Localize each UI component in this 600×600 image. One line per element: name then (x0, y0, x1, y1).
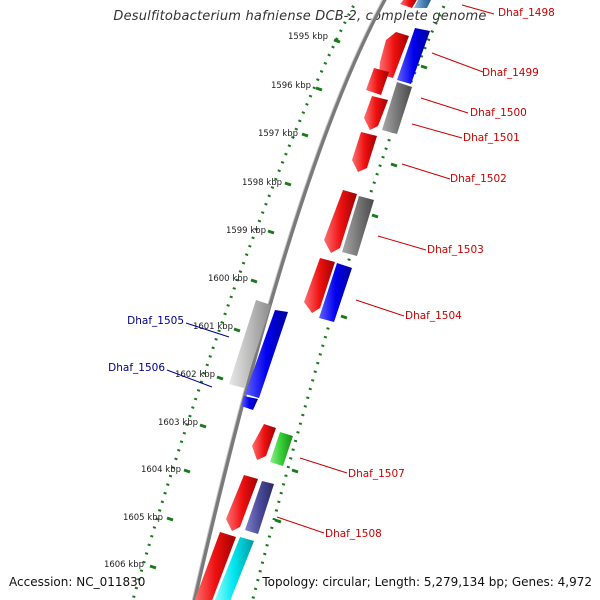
tick-label: 1599 kbp (226, 226, 266, 236)
gene-bottom-red-feature[interactable] (194, 532, 236, 600)
tick-label: 1604 kbp (141, 465, 181, 475)
gene-dhaf-1505-feature[interactable] (229, 300, 271, 388)
gene-dhaf-1500-feature[interactable] (382, 82, 412, 134)
gene-dhaf-1501-feature[interactable] (364, 96, 388, 130)
tick-label: 1605 kbp (123, 513, 163, 523)
gene-label-dhaf-1506[interactable]: Dhaf_1506 (108, 362, 165, 374)
tick-label: 1597 kbp (258, 129, 298, 139)
gene-dhaf-1507-feature[interactable] (270, 432, 293, 466)
gene-label-dhaf-1507[interactable]: Dhaf_1507 (348, 468, 405, 480)
genome-title: Desulfitobacterium hafniense DCB-2, comp… (113, 9, 487, 24)
gene-label-dhaf-1508[interactable]: Dhaf_1508 (325, 528, 382, 540)
gene-features (194, 0, 432, 600)
tick-label: 1606 kbp (104, 560, 144, 570)
gene-red-feature[interactable] (400, 0, 418, 8)
gene-dhaf-1499-b-feature[interactable] (379, 32, 409, 78)
gene-label-dhaf-1503[interactable]: Dhaf_1503 (427, 244, 484, 256)
tick-label: 1595 kbp (288, 32, 328, 42)
gene-small-blue-feature[interactable] (241, 396, 258, 410)
tick-label: 1598 kbp (242, 178, 282, 188)
gene-label-dhaf-1499[interactable]: Dhaf_1499 (482, 67, 539, 79)
gene-dhaf-1507-a-feature[interactable] (252, 424, 276, 460)
accession-text: Accession: NC_011830 (9, 575, 146, 589)
gene-label-dhaf-1501[interactable]: Dhaf_1501 (463, 132, 520, 144)
genome-backbone-highlight (191, 0, 384, 600)
gene-dhaf-1506-feature[interactable] (245, 310, 288, 398)
genome-backbone (192, 0, 387, 600)
gene-dhaf-1502-feature[interactable] (352, 132, 377, 172)
gene-label-dhaf-1504[interactable]: Dhaf_1504 (405, 310, 462, 322)
gene-dhaf-1503-feature[interactable] (342, 196, 374, 256)
gene-dhaf-1500-a-feature[interactable] (366, 68, 389, 95)
gene-dhaf-1508-feature[interactable] (245, 481, 274, 534)
gene-label-dhaf-1502[interactable]: Dhaf_1502 (450, 173, 507, 185)
gene-dhaf-1499-feature[interactable] (397, 28, 430, 84)
tick-label: 1600 kbp (208, 274, 248, 284)
gene-dhaf-1498-feature[interactable] (414, 0, 432, 8)
label-connectors (166, 4, 495, 534)
gene-label-dhaf-1498[interactable]: Dhaf_1498 (498, 7, 555, 19)
gene-dhaf-1504-feature[interactable] (319, 263, 352, 322)
gene-bottom-cyan-feature[interactable] (214, 537, 254, 600)
gene-dhaf-1504-a-feature[interactable] (304, 258, 335, 313)
gene-label-dhaf-1505[interactable]: Dhaf_1505 (127, 315, 184, 327)
gene-dhaf-1503-a-feature[interactable] (324, 190, 357, 253)
genome-summary-text: Topology: circular; Length: 5,279,134 bp… (262, 575, 592, 589)
outer-major-ticks (274, 64, 428, 524)
tick-label: 1596 kbp (271, 81, 311, 91)
gene-label-dhaf-1500[interactable]: Dhaf_1500 (470, 107, 527, 119)
tick-label: 1601 kbp (193, 322, 233, 332)
gene-dhaf-1508-a-feature[interactable] (226, 475, 258, 531)
inner-major-ticks (149, 38, 341, 570)
tick-label: 1602 kbp (175, 370, 215, 380)
outer-tick-ring (251, 0, 449, 600)
tick-label: 1603 kbp (158, 418, 198, 428)
